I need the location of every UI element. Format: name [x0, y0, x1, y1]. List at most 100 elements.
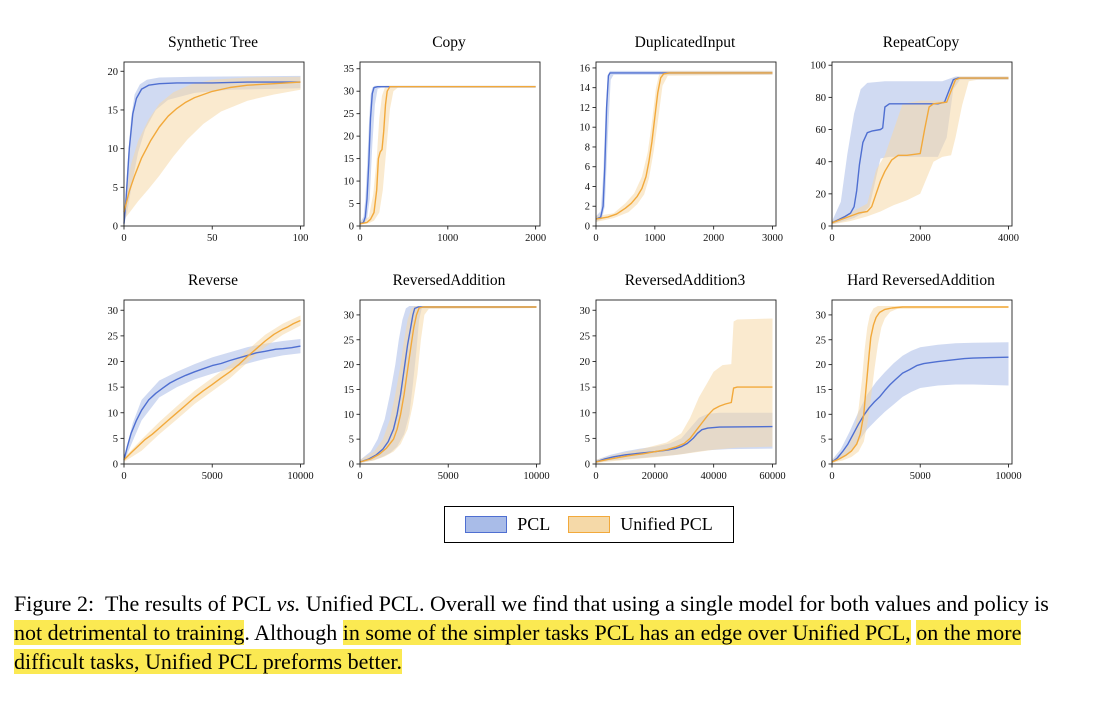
paper-figure: Synthetic Tree 0 50 100 0 5 10 15 20 Copy 0 1000… — [82, 34, 1096, 543]
plot-frame — [359, 61, 541, 227]
y-tick-label: 15 — [108, 105, 119, 116]
figure-caption: Figure 2: The results of PCL vs. Unified… — [14, 589, 1080, 676]
pcl-color-swatch — [465, 516, 508, 533]
x-tick-label: 0 — [357, 233, 362, 244]
pcl-line — [123, 345, 301, 461]
unified-pcl-color-swatch — [568, 516, 611, 533]
y-tick-label: 10 — [108, 144, 119, 155]
chart-panel: ReversedAddition 0 5000 10000 0 5 10 15 20 25 30 — [318, 272, 550, 490]
y-tick-label: 8 — [585, 142, 590, 153]
y-tick-label: 14 — [580, 83, 591, 94]
y-tick-label: 15 — [816, 385, 827, 396]
x-tick-label: 40000 — [701, 471, 727, 482]
x-tick-label: 0 — [121, 471, 126, 482]
x-tick-label: 0 — [593, 471, 598, 482]
unified-line — [123, 81, 301, 213]
chart-title: ReversedAddition — [392, 272, 506, 289]
y-tick-label: 0 — [821, 222, 826, 233]
y-tick-label: 10 — [344, 410, 355, 421]
legend-row: PCL Unified PCL — [82, 506, 1096, 543]
plot-frame — [595, 61, 777, 227]
x-tick-label: 50 — [207, 233, 218, 244]
chart-title: Hard ReversedAddition — [847, 272, 995, 289]
chart-title: Synthetic Tree — [168, 34, 258, 51]
y-tick-label: 20 — [108, 67, 119, 78]
y-tick-label: 4 — [585, 182, 591, 193]
y-tick-label: 16 — [580, 63, 591, 74]
line-chart: 0 5000 10000 0 5 10 15 20 25 30 — [344, 299, 550, 482]
x-tick-label: 20000 — [642, 471, 668, 482]
unified-band — [124, 76, 301, 220]
x-tick-label: 10000 — [523, 471, 549, 482]
plot-frame — [123, 61, 305, 227]
pcl-line — [123, 81, 301, 224]
chart-title: DuplicatedInput — [634, 34, 736, 51]
chart-panel: Reverse 0 5000 10000 0 5 10 15 20 25 30 — [82, 272, 314, 490]
x-tick-label: 0 — [829, 471, 834, 482]
plot-frame — [831, 299, 1013, 465]
y-tick-label: 12 — [580, 103, 591, 114]
chart-title: ReversedAddition3 — [624, 272, 746, 289]
unified-band — [360, 306, 537, 463]
caption-segment: . Although — [244, 620, 343, 646]
caption-segment: Figure 2: The results of PCL — [14, 591, 277, 616]
chart-panel: Copy 0 1000 2000 0 5 10 15 20 25 30 35 — [318, 34, 550, 252]
y-tick-label: 10 — [344, 177, 355, 188]
chart-title: RepeatCopy — [882, 34, 960, 51]
x-tick-label: 0 — [121, 233, 126, 244]
unified-pcl-label: Unified PCL — [620, 514, 713, 534]
caption-segment: vs. — [276, 591, 301, 616]
y-tick-label: 20 — [580, 357, 591, 368]
y-tick-label: 10 — [108, 408, 119, 419]
y-tick-label: 25 — [816, 335, 827, 346]
pcl-band — [124, 75, 301, 226]
pcl-line — [595, 425, 773, 463]
pcl-line — [359, 306, 537, 463]
unified-line — [595, 386, 773, 463]
x-tick-label: 2000 — [703, 233, 724, 244]
pcl-label: PCL — [517, 514, 551, 534]
y-tick-label: 15 — [580, 383, 591, 394]
pcl-band — [124, 339, 301, 462]
y-tick-label: 25 — [344, 335, 355, 346]
y-tick-label: 15 — [344, 154, 355, 165]
x-tick-label: 60000 — [759, 471, 785, 482]
unified-line — [123, 319, 301, 461]
plot-frame — [359, 299, 541, 465]
y-tick-label: 30 — [816, 310, 827, 321]
y-tick-label: 15 — [344, 385, 355, 396]
line-chart: 0 1000 2000 3000 0 2 4 6 8 10 12 14 16 — [580, 61, 783, 244]
y-tick-label: 5 — [113, 183, 118, 194]
pcl-line — [831, 77, 1009, 224]
plot-frame — [831, 61, 1013, 227]
pcl-band — [832, 342, 1009, 463]
y-tick-label: 25 — [108, 331, 119, 342]
y-tick-label: 5 — [585, 434, 590, 445]
y-tick-label: 15 — [108, 383, 119, 394]
line-chart: 0 1000 2000 0 5 10 15 20 25 30 35 — [344, 61, 546, 244]
chart-grid: Synthetic Tree 0 50 100 0 5 10 15 20 Copy 0 1000… — [82, 34, 1096, 490]
legend-entry-unified: Unified PCL — [568, 514, 713, 535]
x-tick-label: 2000 — [525, 233, 546, 244]
y-tick-label: 40 — [816, 157, 827, 168]
x-tick-label: 5000 — [438, 471, 459, 482]
y-tick-label: 25 — [344, 109, 355, 120]
y-tick-label: 100 — [810, 61, 826, 72]
line-chart: 0 20000 40000 60000 0 5 10 15 20 25 30 — [580, 299, 786, 482]
x-tick-label: 10000 — [287, 471, 313, 482]
y-tick-label: 0 — [349, 222, 354, 233]
chart-panel: ReversedAddition3 0 20000 40000 60000 0 5 10 15… — [554, 272, 786, 490]
unified-line — [595, 72, 773, 220]
y-tick-label: 20 — [344, 360, 355, 371]
x-tick-label: 0 — [593, 233, 598, 244]
x-tick-label: 0 — [829, 233, 834, 244]
x-tick-label: 3000 — [762, 233, 783, 244]
x-tick-label: 10000 — [995, 471, 1021, 482]
y-tick-label: 20 — [816, 360, 827, 371]
pcl-line — [595, 72, 773, 220]
x-tick-label: 4000 — [998, 233, 1019, 244]
unified-line — [359, 86, 536, 225]
unified-band — [124, 315, 301, 462]
x-tick-label: 1000 — [437, 233, 458, 244]
chart-panel: DuplicatedInput 0 1000 2000 3000 0 2 4 6 8 10 12 14… — [554, 34, 786, 252]
